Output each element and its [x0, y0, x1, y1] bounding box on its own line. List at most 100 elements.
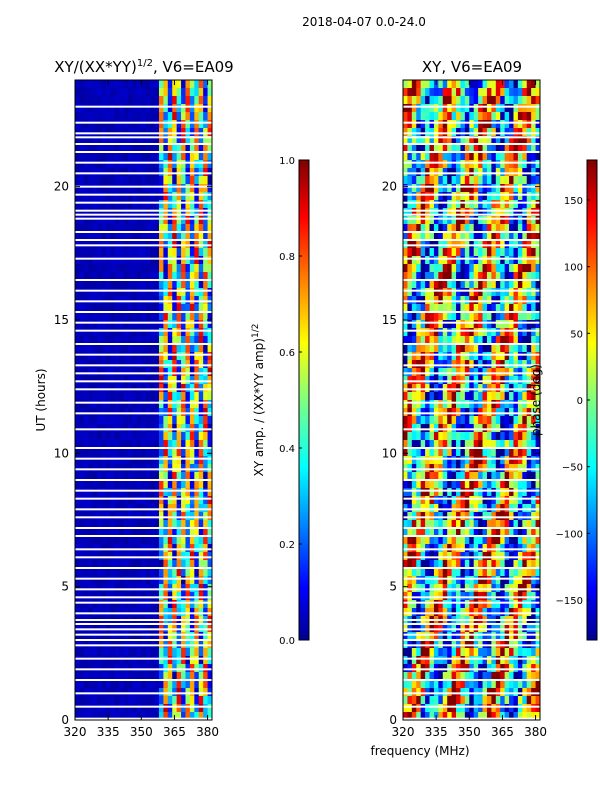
data-gap-line: [75, 692, 212, 695]
heat-cell: [194, 344, 200, 353]
heat-cell: [464, 160, 470, 169]
heat-cell: [478, 224, 483, 233]
heat-cell: [478, 520, 483, 529]
heat-cell: [407, 144, 413, 153]
heat-cell: [535, 144, 541, 153]
heat-cell: [97, 544, 102, 553]
heat-cell: [97, 336, 102, 345]
heat-cell: [167, 136, 173, 145]
heat-cell: [88, 304, 94, 313]
heat-cell: [114, 336, 120, 345]
heat-cell: [123, 368, 129, 377]
heat-cell: [207, 680, 213, 689]
heat-cell: [176, 408, 182, 417]
heat-cell: [535, 608, 541, 617]
heat-cell: [522, 664, 528, 673]
heat-cell: [110, 200, 116, 209]
heat-cell: [513, 360, 519, 369]
heat-cell: [531, 544, 536, 553]
heat-cell: [101, 512, 107, 521]
heat-cell: [128, 160, 133, 169]
heat-cell: [403, 224, 408, 233]
heat-cell: [416, 664, 422, 673]
heat-cell: [132, 648, 138, 657]
heat-cell: [150, 400, 155, 409]
heat-cell: [500, 624, 506, 633]
heat-cell: [119, 440, 125, 449]
data-gap-line: [75, 388, 212, 391]
heat-cell: [451, 632, 457, 641]
heat-cell: [207, 232, 213, 241]
heat-cell: [150, 640, 155, 649]
heat-cell: [429, 680, 435, 689]
heat-cell: [425, 392, 430, 401]
heat-cell: [416, 600, 422, 609]
heat-cell: [185, 104, 191, 113]
heat-cell: [442, 184, 448, 193]
heat-cell: [167, 648, 173, 657]
data-gap-line: [75, 516, 212, 519]
heat-cell: [141, 224, 147, 233]
heat-cell: [203, 664, 208, 673]
data-gap-line: [75, 535, 212, 537]
heat-cell: [482, 208, 488, 217]
heat-cell: [181, 448, 186, 457]
heat-cell: [181, 496, 186, 505]
heat-cell: [500, 424, 506, 433]
heat-cell: [92, 632, 98, 641]
heat-cell: [79, 304, 85, 313]
heat-cell: [83, 200, 89, 209]
heat-cell: [429, 592, 435, 601]
heat-cell: [456, 208, 461, 217]
heat-cell: [509, 640, 514, 649]
heat-cell: [198, 504, 204, 513]
heat-cell: [132, 136, 138, 145]
heat-cell: [517, 536, 523, 545]
heat-cell: [433, 248, 439, 257]
heat-cell: [158, 520, 164, 529]
heat-cell: [154, 456, 160, 465]
heat-cell: [123, 552, 129, 561]
heat-cell: [447, 488, 453, 497]
heat-cell: [150, 560, 155, 569]
heat-cell: [114, 408, 120, 417]
heat-cell: [500, 192, 506, 201]
heat-cell: [464, 520, 470, 529]
heat-cell: [128, 584, 133, 593]
heat-cell: [132, 328, 138, 337]
heat-cell: [132, 224, 138, 233]
heat-cell: [491, 432, 497, 441]
heat-cell: [473, 80, 479, 89]
heat-cell: [438, 536, 444, 545]
heat-cell: [478, 664, 483, 673]
heat-cell: [433, 288, 439, 297]
heat-cell: [105, 576, 111, 585]
heat-cell: [407, 648, 413, 657]
heat-cell: [167, 672, 173, 681]
heat-cell: [172, 216, 178, 225]
heat-cell: [167, 352, 173, 361]
heat-cell: [526, 256, 532, 265]
heat-cell: [473, 624, 479, 633]
heat-cell: [509, 320, 514, 329]
heat-cell: [442, 576, 448, 585]
heat-cell: [176, 536, 182, 545]
amp-plot-frame: [74, 79, 213, 721]
heat-cell: [535, 360, 541, 369]
heat-cell: [136, 496, 142, 505]
heat-cell: [429, 88, 435, 97]
heat-cell: [456, 680, 461, 689]
heat-cell: [517, 152, 523, 161]
heat-cell: [203, 472, 208, 481]
heat-cell: [88, 496, 94, 505]
heat-cell: [464, 512, 470, 521]
heat-cell: [433, 560, 439, 569]
heat-cell: [447, 664, 453, 673]
heat-cell: [411, 600, 417, 609]
heat-cell: [172, 184, 178, 193]
heat-cell: [189, 416, 195, 425]
heat-cell: [176, 464, 182, 473]
heat-cell: [105, 640, 111, 649]
heat-cell: [194, 696, 200, 705]
heat-cell: [150, 80, 155, 89]
